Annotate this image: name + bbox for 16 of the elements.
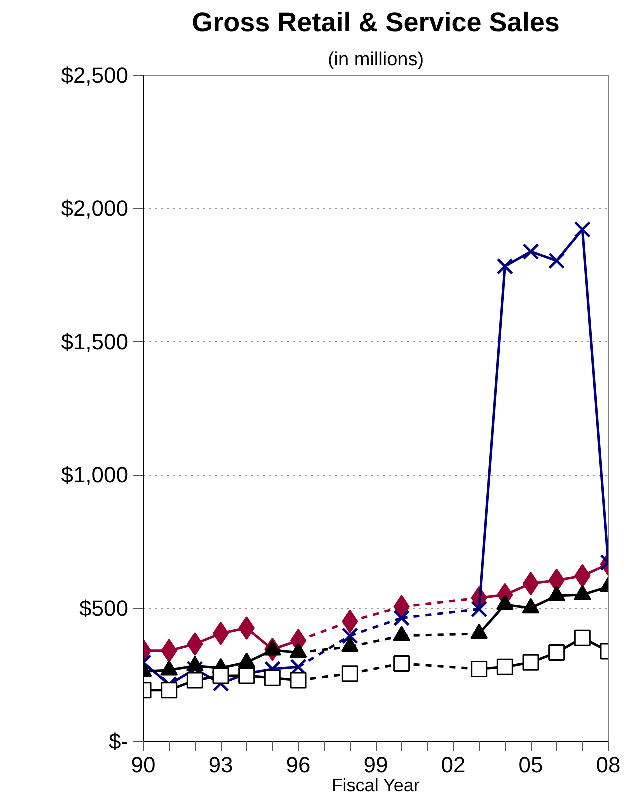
x-tick-label: 90 [131,752,156,778]
x-tick-label: 08 [596,752,621,778]
y-tick-label: $2,000 [61,196,129,222]
chart-title: Gross Retail & Service Sales [192,8,560,38]
y-tick-label: $500 [80,596,129,621]
x-axis-title: Fiscal Year [332,776,420,796]
y-tick-label: $1,000 [61,462,129,488]
x-tick-label: 96 [286,752,311,778]
y-tick-label: $- [108,729,128,754]
x-tick-label: 02 [441,752,466,778]
y-tick-label: $2,500 [61,63,129,88]
y-tick-label: $1,500 [61,329,129,354]
x-tick-label: 99 [364,752,388,778]
x-tick-label: 05 [518,752,544,778]
x-tick-label: 93 [208,752,234,778]
chart-subtitle: (in millions) [328,50,424,70]
